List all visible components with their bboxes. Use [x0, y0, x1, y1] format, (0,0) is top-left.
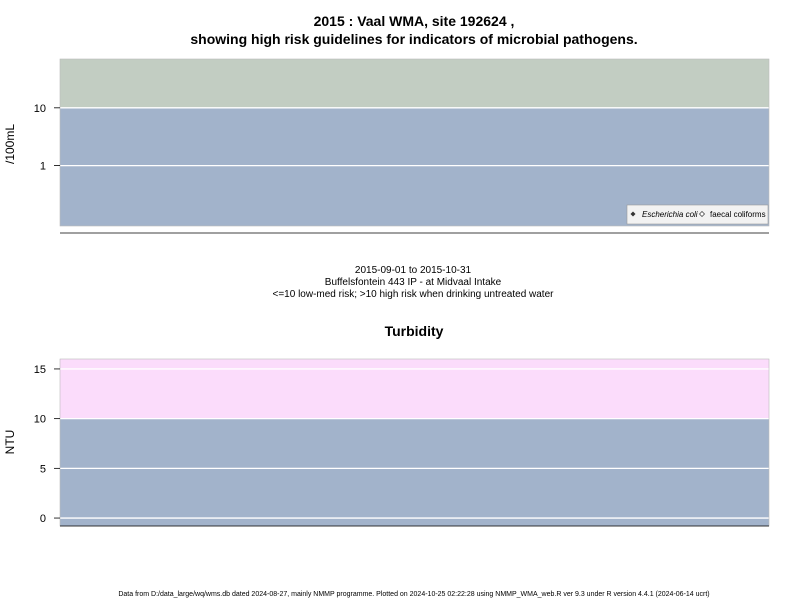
risk-note: <=10 low-med risk; >10 high risk when dr… — [273, 289, 555, 300]
y-tick-label: 5 — [40, 463, 46, 475]
y-tick-label: 15 — [34, 364, 46, 376]
turbidity-title: Turbidity — [385, 323, 444, 339]
turbidity-y-axis: 0 5 10 15 — [34, 364, 60, 525]
low-risk-zone — [60, 418, 769, 526]
turbidity-y-axis-label: NTU — [3, 430, 17, 455]
micro-legend: Escherichia coli faecal coliforms — [626, 204, 769, 225]
micro-y-axis-label: /100mL — [3, 124, 17, 164]
legend-box — [626, 204, 769, 225]
legend-ecoli-label: Escherichia coli — [642, 210, 698, 219]
site-name: Buffelsfontein 443 IP - at Midvaal Intak… — [325, 277, 502, 288]
footer-note: Data from D:/data_large/wq/wms.db dated … — [118, 591, 709, 598]
micro-panel: 10155212 Sep 01Sep 08Sep 15Sep 22Sep 29O… — [3, 58, 770, 234]
panel-border — [59, 58, 770, 227]
micro-grid — [59, 58, 770, 227]
legend-faecal-label: faecal coliforms — [710, 210, 766, 219]
turbidity-x-axis: Sep 01Sep 08Sep 15Sep 22Sep 29Oct 06Oct … — [60, 525, 769, 527]
chart-title-line-2: showing high risk guidelines for indicat… — [190, 31, 637, 47]
micro-y-axis: 1 10 — [34, 103, 60, 173]
y-tick-label: 10 — [34, 103, 46, 115]
legend-faecal-marker — [699, 211, 705, 217]
y-tick-label: 10 — [34, 414, 46, 426]
high-risk-zone — [60, 359, 769, 419]
legend-ecoli-marker — [630, 211, 636, 217]
turbidity-panel: 12.715.311.88.5 Sep 01Sep 08Sep 15Sep 22… — [3, 358, 770, 527]
y-tick-label: 1 — [40, 161, 46, 173]
high-risk-zone — [60, 59, 769, 108]
date-range: 2015-09-01 to 2015-10-31 — [355, 265, 472, 276]
micro-x-axis: Sep 01Sep 08Sep 15Sep 22Sep 29Oct 06Oct … — [60, 232, 769, 234]
chart-title-line-1: 2015 : Vaal WMA, site 192624 , — [314, 13, 515, 29]
y-tick-label: 0 — [40, 513, 46, 525]
